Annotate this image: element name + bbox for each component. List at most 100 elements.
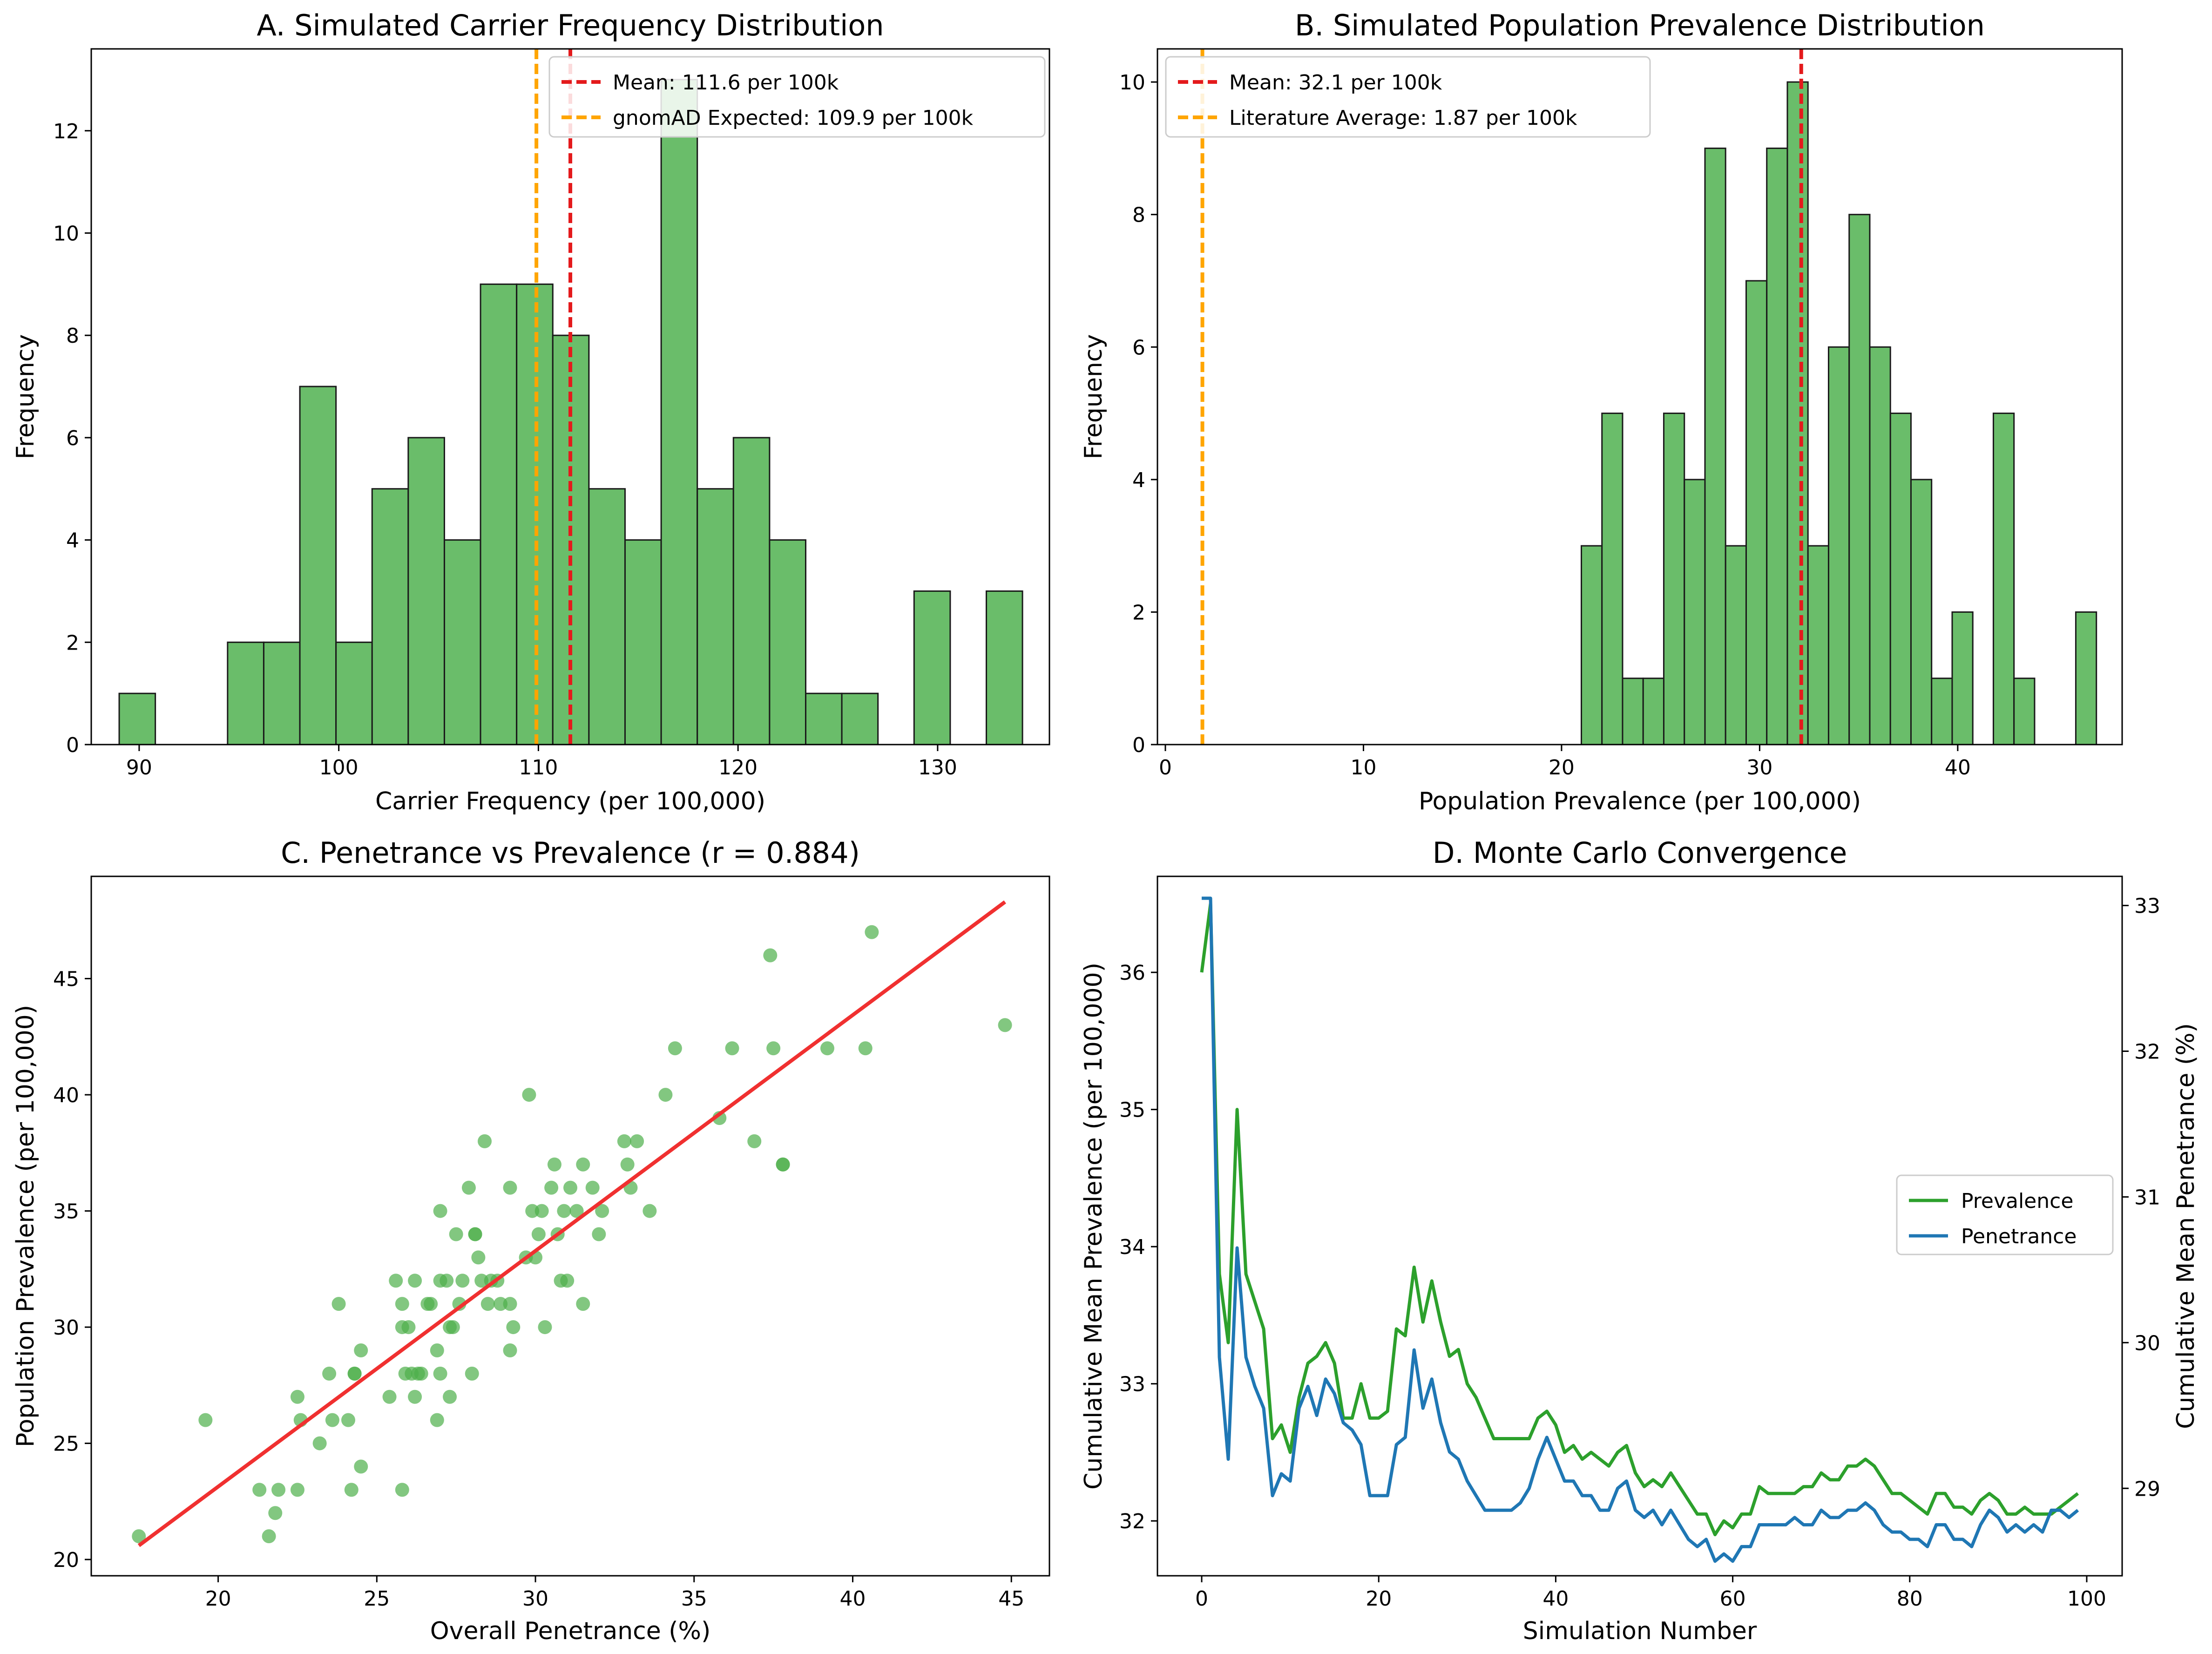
panel-d-right-y-ticks: 29 30 31 32 33 xyxy=(2122,895,2160,1501)
panel-b-frame xyxy=(1157,48,2123,746)
panel-c-point-72 xyxy=(560,1274,575,1288)
panel-c-point-75 xyxy=(576,1157,590,1172)
panel-a-bar-10 xyxy=(480,283,518,746)
panel-d-legend-prevalence-label: Prevalence xyxy=(1961,1189,2073,1213)
panel-a-bar-3 xyxy=(227,641,264,746)
panel-a-reference-lines xyxy=(534,49,572,745)
panel-c-point-49 xyxy=(471,1250,486,1265)
panel-c-point-16 xyxy=(347,1366,362,1381)
panel-c-point-14 xyxy=(344,1483,359,1497)
panel-a-frame xyxy=(90,48,1050,746)
panel-c-point-19 xyxy=(382,1390,397,1404)
panel-c-point-91 xyxy=(766,1041,781,1056)
panel-c-point-2 xyxy=(252,1483,267,1497)
panel-c-point-9 xyxy=(312,1436,327,1451)
panel-c-point-86 xyxy=(668,1041,682,1056)
panel-b-bar-11 xyxy=(1807,545,1829,746)
panel-c-point-33 xyxy=(430,1413,444,1427)
panel-a-y-ticks: 0 2 4 6 8 10 12 xyxy=(53,120,91,757)
panel-b-bar-14 xyxy=(1869,346,1891,746)
panel-c-point-51 xyxy=(478,1134,492,1148)
panel-c-point-68 xyxy=(547,1157,561,1172)
panel-c-point-43 xyxy=(452,1297,467,1311)
panel-b-bar-18 xyxy=(1951,611,1974,746)
panel-b-x-tick-label-0: 0 xyxy=(1159,756,1172,780)
panel-c-point-58 xyxy=(503,1343,517,1357)
panel-c-point-52 xyxy=(480,1297,495,1311)
panel-d-x-tick-label-2: 40 xyxy=(1542,1587,1569,1611)
panel-c-point-79 xyxy=(595,1204,609,1218)
panel-a-bar-8 xyxy=(407,437,445,746)
panel-a-bar-0 xyxy=(118,692,156,746)
panel-d-xlabel: Simulation Number xyxy=(1523,1617,1757,1645)
panel-d-left-y-tick-label-3: 35 xyxy=(1119,1098,1145,1122)
panel-b-y-tick-label-5: 10 xyxy=(1119,71,1145,95)
panel-a-x-ticks: 90 100 110 120 130 xyxy=(126,745,957,780)
panel-c-point-84 xyxy=(643,1204,657,1218)
panel-b-bar-13 xyxy=(1848,214,1871,746)
panel-d-right-y-tick-label-4: 33 xyxy=(2134,895,2160,918)
panel-d-left-y-ticks: 32 33 34 35 36 xyxy=(1119,961,1157,1533)
panel-b-xlabel: Population Prevalence (per 100,000) xyxy=(1419,787,1861,815)
panel-c-point-40 xyxy=(443,1390,457,1404)
panel-c-point-21 xyxy=(395,1483,409,1497)
panel-c-x-tick-label-0: 20 xyxy=(205,1587,231,1611)
panel-a-ylabel: Frequency xyxy=(12,334,40,460)
panel-b-y-ticks: 0 2 4 6 8 10 xyxy=(1119,71,1157,757)
panel-a-title: A. Simulated Carrier Frequency Distribut… xyxy=(257,8,884,42)
panel-d-x-tick-label-1: 20 xyxy=(1366,1587,1392,1611)
panel-c-point-37 xyxy=(433,1366,447,1381)
panel-c-point-25 xyxy=(401,1320,416,1335)
panel-d-left-y-tick-label-0: 32 xyxy=(1119,1510,1145,1533)
panel-a-y-tick-label-6: 12 xyxy=(53,120,79,143)
panel-b-legend-reference-label: Literature Average: 1.87 per 100k xyxy=(1229,106,1577,130)
panel-d-legend-box xyxy=(1896,1174,2114,1255)
panel-c-point-71 xyxy=(557,1204,571,1218)
panel-b-bar-0 xyxy=(1580,545,1603,746)
panel-c-point-66 xyxy=(538,1320,552,1335)
panel-b-legend-box xyxy=(1165,56,1651,138)
panel-c-x-tick-label-4: 40 xyxy=(839,1587,866,1611)
panel-c-point-23 xyxy=(395,1297,409,1311)
panel-c-point-61 xyxy=(522,1088,536,1102)
panel-b-bar-3 xyxy=(1642,678,1664,746)
panel-c-points xyxy=(132,925,1012,1544)
panel-c-point-12 xyxy=(331,1297,346,1311)
panel-b-bar-6 xyxy=(1704,147,1726,746)
panel-c-point-27 xyxy=(408,1274,422,1288)
panel-c-y-ticks: 20 25 30 35 40 45 xyxy=(53,968,91,1572)
panel-c-point-20 xyxy=(389,1274,403,1288)
panel-a-legend-box xyxy=(548,56,1046,138)
panel-a-legend: Mean: 111.6 per 100k gnomAD Expected: 10… xyxy=(548,56,1046,138)
panel-a-bar-9 xyxy=(443,539,481,746)
panel-a-y-tick-label-2: 4 xyxy=(66,529,79,553)
panel-b-y-tick-label-2: 4 xyxy=(1132,468,1145,492)
panel-a-bar-24 xyxy=(986,590,1023,746)
panel-a-bar-15 xyxy=(660,79,698,746)
panel-c-x-ticks: 20 25 30 35 40 45 xyxy=(205,1576,1024,1611)
panel-d-legend-penetrance-label: Penetrance xyxy=(1961,1225,2077,1248)
panel-c-fit-line xyxy=(137,900,1006,1547)
panel-d: D. Monte Carlo Convergence 0 20 40 60 80 100 … xyxy=(1080,836,2200,1645)
panel-d-left-y-tick-label-2: 34 xyxy=(1119,1235,1145,1259)
panel-b-bar-5 xyxy=(1684,479,1706,746)
panel-b-legend: Mean: 32.1 per 100k Literature Average: … xyxy=(1165,56,1651,138)
panel-c-xlabel: Overall Penetrance (%) xyxy=(430,1617,711,1645)
panel-b-x-tick-label-2: 20 xyxy=(1549,756,1575,780)
panel-d-x-ticks: 0 20 40 60 80 100 xyxy=(1195,1576,2106,1611)
panel-c-point-0 xyxy=(132,1529,146,1544)
panel-c-y-tick-label-1: 25 xyxy=(53,1432,79,1456)
panel-c-point-32 xyxy=(424,1297,438,1311)
panel-c-point-42 xyxy=(449,1227,463,1241)
panel-c-point-64 xyxy=(531,1227,546,1241)
panel-d-right-y-tick-label-0: 29 xyxy=(2134,1477,2160,1501)
panel-d-right-y-tick-label-2: 31 xyxy=(2134,1186,2160,1209)
panel-c-point-30 xyxy=(414,1366,428,1381)
panel-b-title: B. Simulated Population Prevalence Distr… xyxy=(1295,8,1985,42)
panel-b-bar-4 xyxy=(1663,413,1685,746)
panel-c-point-38 xyxy=(440,1274,454,1288)
panel-c-point-17 xyxy=(354,1459,368,1474)
panel-b-legend-mean-label: Mean: 32.1 per 100k xyxy=(1229,71,1442,95)
panel-b-bar-2 xyxy=(1622,678,1644,746)
